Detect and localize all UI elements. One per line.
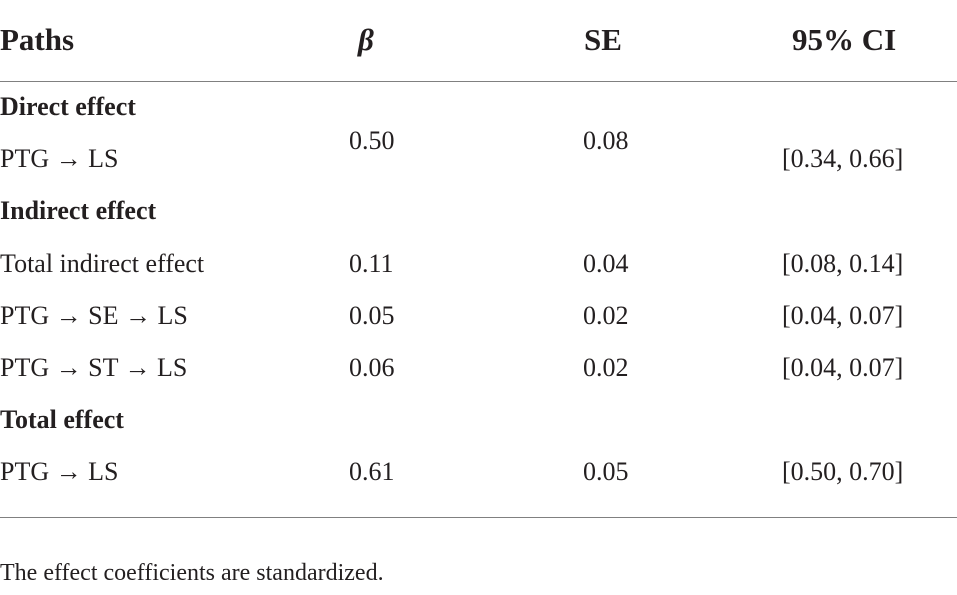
row-ci: [0.04, 0.07] bbox=[782, 353, 904, 382]
row-path: PTG → ST → LS bbox=[0, 353, 188, 382]
row-ci: [0.04, 0.07] bbox=[782, 301, 904, 330]
row-beta: 0.11 bbox=[349, 249, 394, 278]
section-title-direct-effect: Direct effect bbox=[0, 92, 136, 121]
row-beta: 0.05 bbox=[349, 301, 395, 330]
row-ci: [0.08, 0.14] bbox=[782, 249, 904, 278]
table-note: The effect coefficients are standardized… bbox=[0, 560, 384, 586]
row-path: Total indirect effect bbox=[0, 249, 205, 278]
row-se: 0.02 bbox=[583, 301, 629, 330]
row-path: PTG → LS bbox=[0, 457, 119, 486]
row-se: 0.05 bbox=[583, 457, 629, 486]
footer-divider bbox=[0, 517, 957, 518]
row-se: 0.08 bbox=[583, 126, 629, 155]
row-ci: [0.34, 0.66] bbox=[782, 144, 904, 173]
column-header-beta: β bbox=[358, 22, 374, 57]
header-divider bbox=[0, 81, 957, 82]
row-path: PTG → LS bbox=[0, 144, 119, 173]
row-se: 0.04 bbox=[583, 249, 629, 278]
column-header-se: SE bbox=[584, 22, 622, 57]
row-beta: 0.50 bbox=[349, 126, 395, 155]
row-path: PTG → SE → LS bbox=[0, 301, 188, 330]
row-ci: [0.50, 0.70] bbox=[782, 457, 904, 486]
row-se: 0.02 bbox=[583, 353, 629, 382]
section-title-indirect-effect: Indirect effect bbox=[0, 196, 157, 225]
row-beta: 0.61 bbox=[349, 457, 395, 486]
row-beta: 0.06 bbox=[349, 353, 395, 382]
column-header-paths: Paths bbox=[0, 22, 75, 57]
section-title-total-effect: Total effect bbox=[0, 405, 124, 434]
column-header-ci: 95% CI bbox=[792, 22, 897, 57]
